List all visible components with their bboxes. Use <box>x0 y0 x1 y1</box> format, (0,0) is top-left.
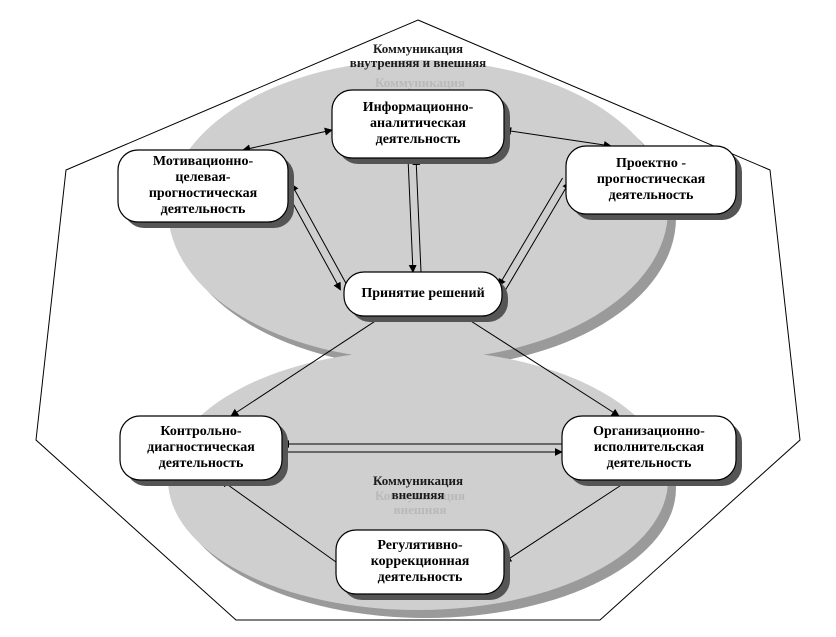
node-project-line: деятельность <box>609 188 694 203</box>
node-org-line: деятельность <box>607 456 692 471</box>
node-info: Информационно-аналитическаядеятельность <box>332 90 510 164</box>
node-reg-line: коррекционная <box>371 554 470 569</box>
node-info-line: деятельность <box>376 132 461 147</box>
node-project-line: прогностическая <box>597 172 706 187</box>
node-reg-line: Регулятивно- <box>377 538 463 553</box>
node-motiv-line: Мотивационно- <box>153 154 254 169</box>
node-motiv: Мотивационно-целевая-прогностическаядеят… <box>118 150 294 228</box>
label-comm-out: внешняя <box>392 487 445 502</box>
node-org-line: Организационно- <box>593 424 705 439</box>
node-info-line: аналитическая <box>370 116 466 131</box>
node-control-line: диагностическая <box>147 440 255 455</box>
node-reg: Регулятивно-коррекционнаядеятельность <box>336 530 510 600</box>
node-motiv-line: прогностическая <box>149 186 258 201</box>
node-motiv-line: целевая- <box>175 170 230 185</box>
label-comm-in-out: Коммуникация <box>373 41 463 56</box>
diagram-canvas: КоммуникацияКоммуникациявнешняяИнформаци… <box>0 0 836 637</box>
node-project-line: Проектно - <box>616 156 686 171</box>
node-control-line: деятельность <box>159 456 244 471</box>
node-decide: Принятие решений <box>344 272 508 322</box>
node-org: Организационно-исполнительскаядеятельнос… <box>562 416 742 486</box>
node-project: Проектно -прогностическаядеятельность <box>566 146 742 220</box>
node-reg-line: деятельность <box>378 570 463 585</box>
node-motiv-line: деятельность <box>161 202 246 217</box>
label-comm-out: Коммуникация <box>373 473 463 488</box>
label-comm-in-out: внутренняя и внешняя <box>350 55 486 70</box>
node-org-line: исполнительская <box>594 440 705 455</box>
node-info-line: Информационно- <box>363 100 474 115</box>
node-decide-line: Принятие решений <box>361 286 484 301</box>
node-control-line: Контрольно- <box>160 424 241 439</box>
label-comm-out-ghost2: внешняя <box>394 502 447 517</box>
node-control: Контрольно-диагностическаядеятельность <box>120 416 288 486</box>
label-comm-in-out-ghost: Коммуникация <box>375 75 465 90</box>
